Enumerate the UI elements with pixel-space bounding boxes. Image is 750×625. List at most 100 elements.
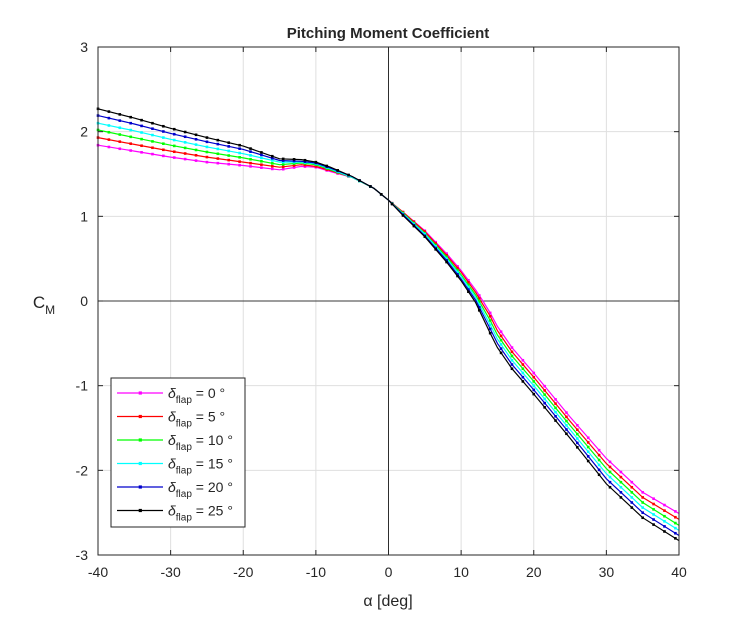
series-marker bbox=[477, 309, 481, 312]
series-marker bbox=[358, 179, 361, 182]
series-marker bbox=[314, 165, 318, 168]
x-axis-label: α [deg] bbox=[363, 593, 412, 610]
series-marker bbox=[608, 475, 612, 479]
x-tick-label: 10 bbox=[453, 564, 469, 580]
series-marker bbox=[597, 463, 601, 467]
series-marker bbox=[521, 375, 525, 379]
series-marker bbox=[151, 127, 154, 131]
series-marker bbox=[325, 164, 329, 168]
y-axis-label-sub: M bbox=[45, 303, 55, 317]
series-marker bbox=[281, 159, 285, 162]
series-marker bbox=[205, 150, 209, 154]
y-tick-label: 1 bbox=[80, 208, 88, 224]
legend-box bbox=[110, 377, 246, 528]
series-marker bbox=[608, 470, 612, 474]
series-marker bbox=[652, 502, 655, 506]
legend-swatch-marker bbox=[138, 485, 142, 489]
series-marker bbox=[641, 511, 644, 514]
series-marker bbox=[554, 419, 557, 422]
series-marker bbox=[608, 485, 612, 489]
series-marker bbox=[249, 161, 252, 165]
legend-item: δflap = 0 ° bbox=[117, 385, 225, 406]
series-marker bbox=[107, 138, 111, 141]
legend-value: = 5 ° bbox=[192, 409, 225, 425]
series-marker bbox=[140, 118, 143, 122]
series-marker bbox=[129, 135, 132, 139]
series-marker bbox=[477, 294, 481, 297]
series-marker bbox=[129, 128, 132, 132]
series-marker bbox=[205, 155, 209, 159]
series-marker bbox=[162, 154, 165, 158]
series-marker bbox=[162, 148, 165, 152]
series-marker bbox=[532, 392, 536, 396]
series-marker bbox=[619, 475, 623, 479]
series-marker bbox=[260, 166, 263, 169]
series-marker bbox=[151, 140, 154, 143]
y-tick-label: 3 bbox=[80, 39, 88, 55]
series-marker bbox=[183, 141, 187, 144]
series-marker bbox=[292, 164, 296, 167]
series-marker bbox=[641, 506, 644, 509]
series-marker bbox=[467, 288, 470, 291]
series-marker bbox=[488, 327, 492, 331]
series-marker bbox=[281, 167, 285, 171]
series-marker bbox=[576, 437, 579, 440]
series-marker bbox=[162, 142, 165, 145]
series-marker bbox=[499, 338, 503, 342]
series-marker bbox=[238, 151, 241, 155]
series-marker bbox=[565, 419, 568, 423]
series-marker bbox=[369, 185, 372, 188]
series-marker bbox=[586, 450, 590, 454]
series-marker bbox=[619, 485, 623, 489]
series-marker bbox=[488, 319, 492, 322]
legend-label: δflap = 20 ° bbox=[168, 479, 233, 500]
series-marker bbox=[554, 415, 557, 418]
series-marker bbox=[510, 350, 514, 354]
series-marker bbox=[586, 436, 590, 440]
series-marker bbox=[510, 354, 514, 358]
series-marker bbox=[652, 508, 655, 511]
series-marker bbox=[630, 496, 634, 499]
series-marker bbox=[151, 133, 154, 137]
series-marker bbox=[260, 151, 263, 154]
series-marker bbox=[445, 252, 448, 255]
series-marker bbox=[172, 127, 176, 131]
chart-title: Pitching Moment Coefficient bbox=[287, 25, 490, 42]
series-marker bbox=[129, 121, 132, 125]
series-marker bbox=[249, 157, 252, 161]
legend-subscript: flap bbox=[176, 513, 193, 524]
series-marker bbox=[227, 154, 231, 157]
series-marker bbox=[576, 423, 579, 427]
series-marker bbox=[292, 162, 296, 165]
series-marker bbox=[107, 130, 111, 134]
series-marker bbox=[194, 159, 198, 162]
y-tick-labels: -3 -2 -1 0 1 2 3 bbox=[76, 39, 679, 563]
legend-swatch-marker bbox=[138, 391, 142, 395]
series-marker bbox=[586, 445, 590, 449]
series-marker bbox=[510, 346, 514, 349]
series-marker bbox=[674, 510, 677, 513]
series-marker bbox=[118, 133, 122, 136]
series-marker bbox=[565, 411, 568, 414]
series-marker bbox=[467, 290, 470, 293]
series-marker bbox=[619, 491, 623, 494]
series-marker bbox=[118, 119, 122, 122]
series-marker bbox=[216, 138, 220, 142]
series-marker bbox=[597, 453, 601, 457]
series-marker bbox=[260, 156, 263, 160]
series-marker bbox=[608, 465, 612, 469]
series-marker bbox=[521, 363, 525, 366]
x-tick-label: -40 bbox=[88, 564, 108, 580]
series-marker bbox=[194, 148, 198, 152]
series-marker bbox=[107, 145, 111, 149]
series-marker bbox=[249, 154, 252, 157]
series-marker bbox=[521, 367, 525, 371]
series-marker bbox=[641, 491, 644, 494]
series-marker bbox=[445, 255, 448, 259]
series-marker bbox=[554, 398, 557, 401]
series-marker bbox=[238, 160, 241, 163]
series-marker bbox=[445, 257, 448, 260]
series-marker bbox=[663, 503, 666, 507]
series-marker bbox=[194, 153, 198, 157]
series-marker bbox=[499, 334, 503, 338]
